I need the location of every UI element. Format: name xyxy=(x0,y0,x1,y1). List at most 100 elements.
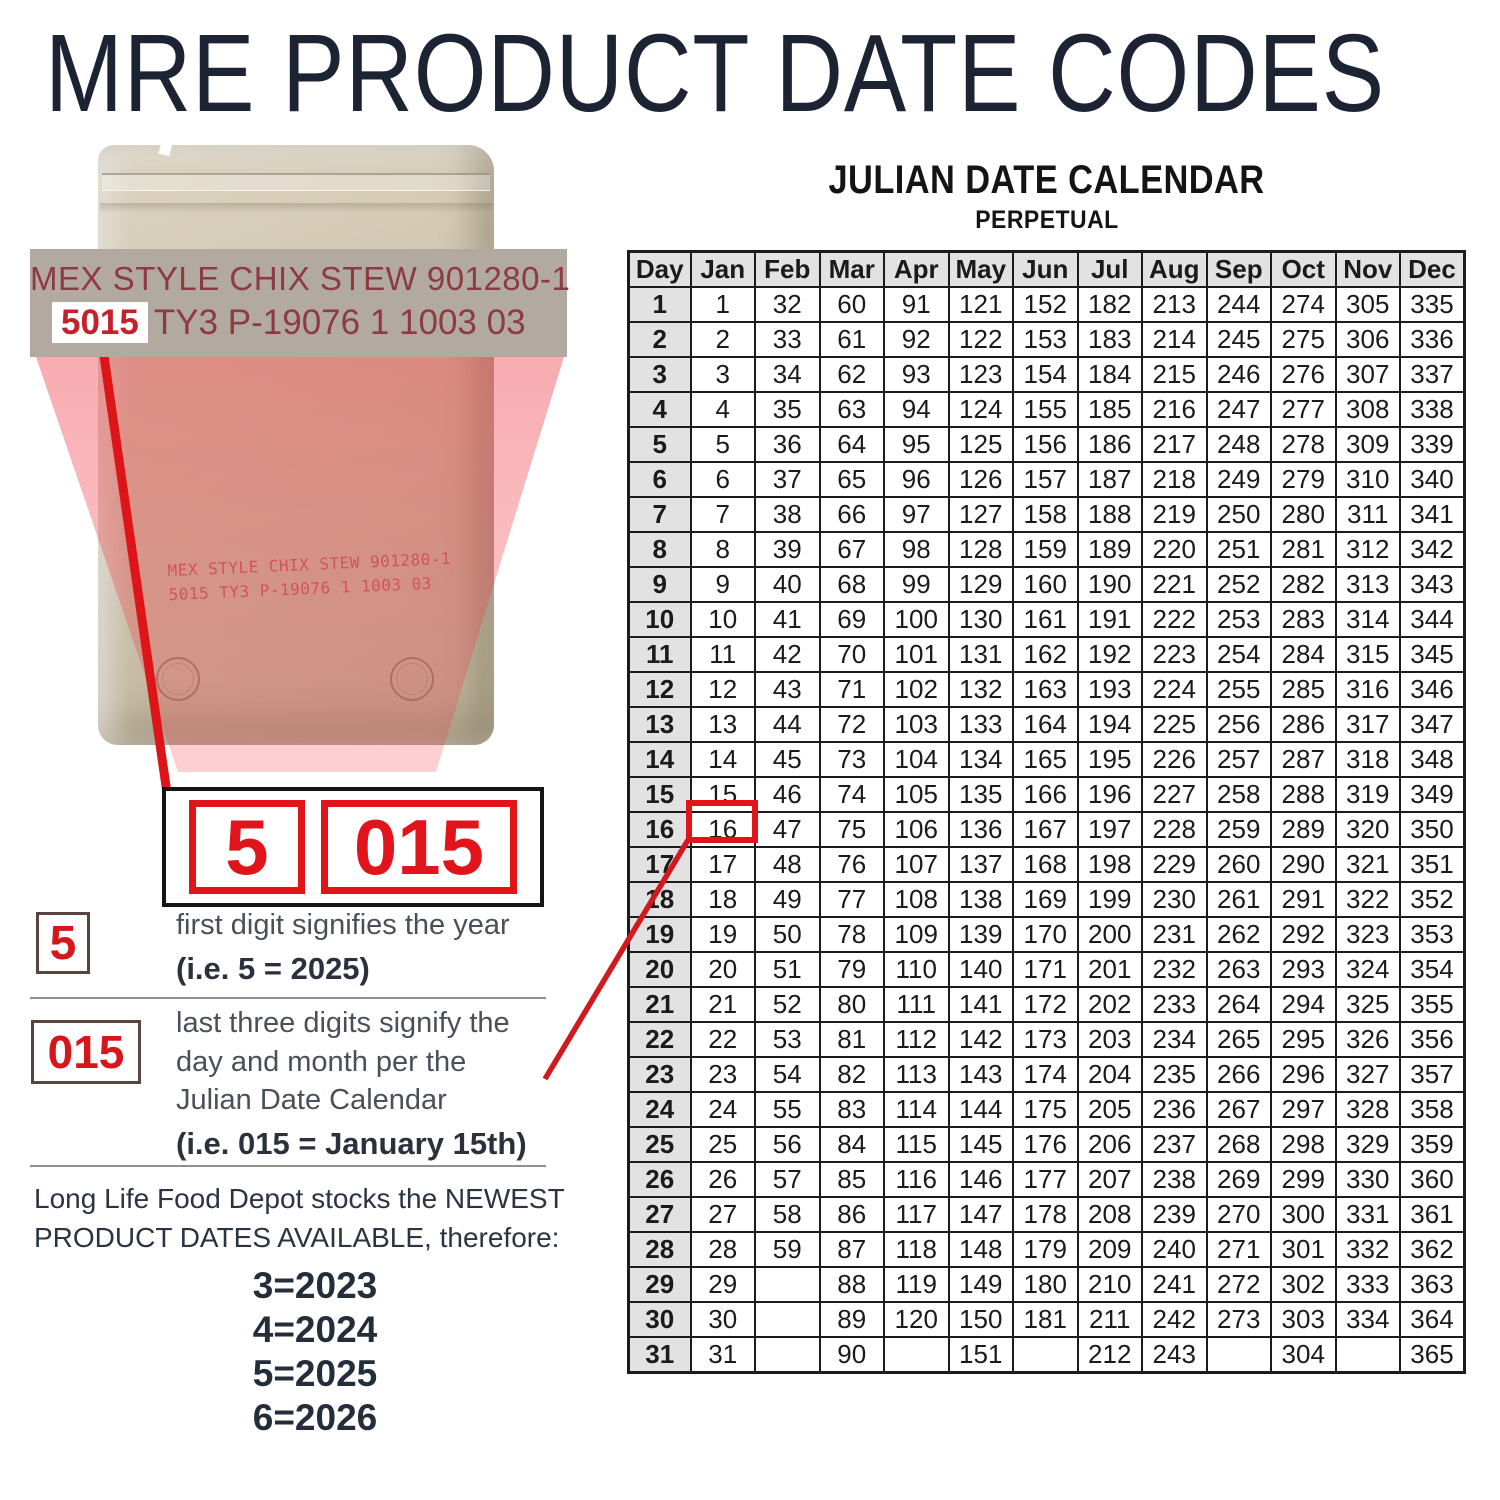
julian-value-cell: 271 xyxy=(1205,1231,1272,1268)
julian-value-cell: 327 xyxy=(1334,1056,1401,1093)
julian-value-cell: 291 xyxy=(1270,881,1337,918)
julian-value-cell: 238 xyxy=(1141,1161,1208,1198)
julian-value-cell: 212 xyxy=(1076,1336,1143,1374)
julian-value-cell: 228 xyxy=(1141,811,1208,848)
julian-value-cell: 196 xyxy=(1076,776,1143,813)
julian-value-cell: 326 xyxy=(1334,1021,1401,1058)
table-row: 18 18 49 77 108 138 169 199 230 261 291 322 352 xyxy=(627,881,1466,918)
julian-value-cell: 202 xyxy=(1076,986,1143,1023)
julian-value-cell: 175 xyxy=(1012,1091,1079,1128)
pouch-label-callout: MEX STYLE CHIX STEW 901280-1 5015 TY3 P-1… xyxy=(30,249,570,357)
julian-value-cell: 301 xyxy=(1270,1231,1337,1268)
julian-value-cell: 148 xyxy=(947,1231,1014,1268)
julian-value-cell: 116 xyxy=(883,1161,950,1198)
julian-value-cell: 107 xyxy=(883,846,950,883)
julian-value-cell: 233 xyxy=(1141,986,1208,1023)
julian-value-cell: 98 xyxy=(883,531,950,568)
julian-value-cell: 297 xyxy=(1270,1091,1337,1128)
julian-value-cell: 255 xyxy=(1205,671,1272,708)
julian-value-cell: 142 xyxy=(947,1021,1014,1058)
month-column-header: Aug xyxy=(1141,250,1208,288)
day-cell: 7 xyxy=(627,496,692,533)
julian-value-cell: 334 xyxy=(1334,1301,1401,1338)
julian-value-cell: 345 xyxy=(1399,636,1466,673)
julian-value-cell: 69 xyxy=(818,601,885,638)
julian-value-cell: 76 xyxy=(818,846,885,883)
julian-value-cell: 52 xyxy=(754,986,821,1023)
day-cell: 31 xyxy=(627,1336,692,1374)
julian-value-cell: 115 xyxy=(883,1126,950,1163)
pouch-printed-code: MEX STYLE CHIX STEW 901280-1 5015 TY3 P-… xyxy=(167,547,453,607)
julian-value-cell: 48 xyxy=(754,846,821,883)
julian-value-cell: 85 xyxy=(818,1161,885,1198)
day-cell: 1 xyxy=(627,286,692,323)
julian-value-cell: 14 xyxy=(689,741,756,778)
julian-value-cell: 302 xyxy=(1270,1266,1337,1303)
julian-value-cell: 283 xyxy=(1270,601,1337,638)
julian-value-cell: 284 xyxy=(1270,636,1337,673)
julian-value-cell: 190 xyxy=(1076,566,1143,603)
julian-value-cell: 222 xyxy=(1141,601,1208,638)
julian-value-cell: 294 xyxy=(1270,986,1337,1023)
julian-value-cell: 71 xyxy=(818,671,885,708)
julian-value-cell: 252 xyxy=(1205,566,1272,603)
julian-value-cell: 359 xyxy=(1399,1126,1466,1163)
julian-value-cell: 26 xyxy=(689,1161,756,1198)
julian-value-cell: 343 xyxy=(1399,566,1466,603)
julian-value-cell xyxy=(754,1336,821,1374)
julian-value-cell: 162 xyxy=(1012,636,1079,673)
julian-value-cell: 45 xyxy=(754,741,821,778)
julian-value-cell: 37 xyxy=(754,461,821,498)
julian-value-cell: 140 xyxy=(947,951,1014,988)
julian-value-cell: 147 xyxy=(947,1196,1014,1233)
julian-value-cell: 275 xyxy=(1270,321,1337,358)
julian-value-cell: 347 xyxy=(1399,706,1466,743)
julian-value-cell: 277 xyxy=(1270,391,1337,428)
julian-value-cell: 170 xyxy=(1012,916,1079,953)
day-cell: 9 xyxy=(627,566,692,603)
julian-value-cell: 36 xyxy=(754,426,821,463)
julian-value-cell: 315 xyxy=(1334,636,1401,673)
julian-value-cell: 139 xyxy=(947,916,1014,953)
julian-value-cell: 254 xyxy=(1205,636,1272,673)
julian-value-cell: 9 xyxy=(689,566,756,603)
julian-value-cell: 35 xyxy=(754,391,821,428)
julian-value-cell: 250 xyxy=(1205,496,1272,533)
julian-value-cell: 292 xyxy=(1270,916,1337,953)
julian-value-cell: 237 xyxy=(1141,1126,1208,1163)
highlighted-cell-jan-15 xyxy=(686,800,758,843)
julian-value-cell: 81 xyxy=(818,1021,885,1058)
julian-value-cell: 128 xyxy=(947,531,1014,568)
julian-value-cell: 267 xyxy=(1205,1091,1272,1128)
julian-value-cell: 176 xyxy=(1012,1126,1079,1163)
julian-value-cell: 78 xyxy=(818,916,885,953)
julian-value-cell: 350 xyxy=(1399,811,1466,848)
julian-value-cell: 165 xyxy=(1012,741,1079,778)
julian-value-cell: 338 xyxy=(1399,391,1466,428)
julian-value-cell: 262 xyxy=(1205,916,1272,953)
table-row: 30 30 89 120 150 181 211 242 273 303 334 364 xyxy=(627,1301,1466,1338)
julian-value-cell: 130 xyxy=(947,601,1014,638)
julian-value-cell: 219 xyxy=(1141,496,1208,533)
julian-value-cell: 51 xyxy=(754,951,821,988)
julian-value-cell: 168 xyxy=(1012,846,1079,883)
julian-value-cell: 178 xyxy=(1012,1196,1079,1233)
julian-value-cell: 258 xyxy=(1205,776,1272,813)
julian-value-cell: 236 xyxy=(1141,1091,1208,1128)
julian-value-cell: 243 xyxy=(1141,1336,1208,1374)
julian-value-cell: 182 xyxy=(1076,286,1143,323)
julian-value-cell: 6 xyxy=(689,461,756,498)
julian-value-cell: 173 xyxy=(1012,1021,1079,1058)
table-row: 15 15 46 74 105 135 166 196 227 258 288 319 349 xyxy=(627,776,1466,813)
julian-value-cell: 187 xyxy=(1076,461,1143,498)
julian-value-cell: 248 xyxy=(1205,426,1272,463)
day-cell: 27 xyxy=(627,1196,692,1233)
julian-value-cell xyxy=(1205,1336,1272,1374)
calendar-title: JULIAN DATE CALENDAR xyxy=(828,158,1266,202)
julian-value-cell: 192 xyxy=(1076,636,1143,673)
julian-value-cell: 351 xyxy=(1399,846,1466,883)
julian-value-cell: 188 xyxy=(1076,496,1143,533)
julian-value-cell: 352 xyxy=(1399,881,1466,918)
day-cell: 2 xyxy=(627,321,692,358)
julian-value-cell: 270 xyxy=(1205,1196,1272,1233)
